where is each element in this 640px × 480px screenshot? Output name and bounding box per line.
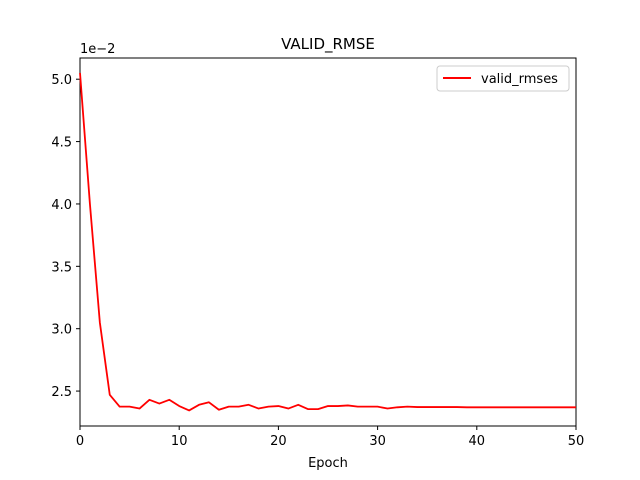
- plot-area: [79, 72, 576, 412]
- x-tick-label: 40: [469, 434, 486, 449]
- x-tick-label: 10: [171, 434, 188, 449]
- legend: valid_rmses: [436, 65, 570, 92]
- x-axis: 0 10 20 30 40 50: [76, 426, 584, 449]
- series-line-valid-rmses: [79, 72, 576, 412]
- x-tick-label: 30: [369, 434, 386, 449]
- x-tick-label: 0: [76, 434, 84, 449]
- y-tick-label: 3.0: [51, 323, 72, 338]
- y-axis: 2.5 3.0 3.5 4.0 4.5 5.0: [51, 73, 80, 400]
- y-tick-label: 2.5: [51, 385, 72, 400]
- y-tick-label: 5.0: [51, 73, 72, 88]
- y-tick-label: 3.5: [51, 260, 72, 275]
- y-tick-label: 4.5: [51, 136, 72, 151]
- chart-title: VALID_RMSE: [281, 35, 375, 54]
- legend-box: [436, 65, 570, 92]
- plot-frame: [79, 57, 577, 427]
- x-tick-label: 50: [568, 434, 585, 449]
- y-axis-offset-label: 1e−2: [80, 42, 115, 57]
- x-tick-label: 20: [270, 434, 287, 449]
- legend-label-valid-rmses: valid_rmses: [481, 72, 558, 87]
- y-tick-label: 4.0: [51, 198, 72, 213]
- x-axis-label: Epoch: [308, 456, 348, 471]
